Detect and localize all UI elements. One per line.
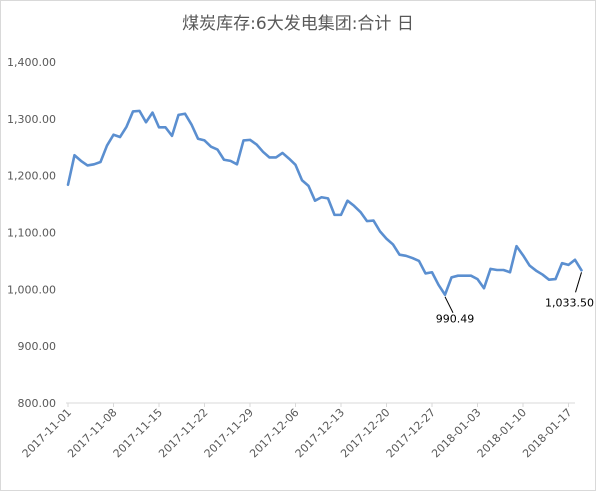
y-tick-label: 1,200.00 (7, 170, 56, 183)
x-tick-label: 2018-01-17 (520, 406, 574, 460)
annotation-leader (575, 272, 582, 293)
y-tick-label: 1,100.00 (7, 227, 56, 240)
chart-title: 煤炭库存:6大发电集团:合计 日 (182, 14, 414, 34)
y-tick-label: 1,000.00 (7, 283, 56, 296)
series-line (66, 109, 583, 297)
series (66, 109, 583, 297)
y-tick-label: 1,400.00 (7, 56, 56, 69)
y-tick-label: 800.00 (18, 397, 57, 410)
y-axis: 800.00 900.00 1,000.00 1,100.00 1,200.00 1,30… (7, 56, 56, 410)
annotation-label: 1,033.50 (545, 296, 594, 309)
annotation-label: 990.49 (436, 313, 475, 326)
annotations: 990.49 1,033.50 (436, 272, 594, 326)
y-tick-label: 900.00 (18, 340, 57, 353)
x-axis: 2017-11-012017-11-082017-11-152017-11-22… (20, 402, 575, 460)
annotation-leader (444, 296, 454, 313)
y-tick-label: 1,300.00 (7, 113, 56, 126)
